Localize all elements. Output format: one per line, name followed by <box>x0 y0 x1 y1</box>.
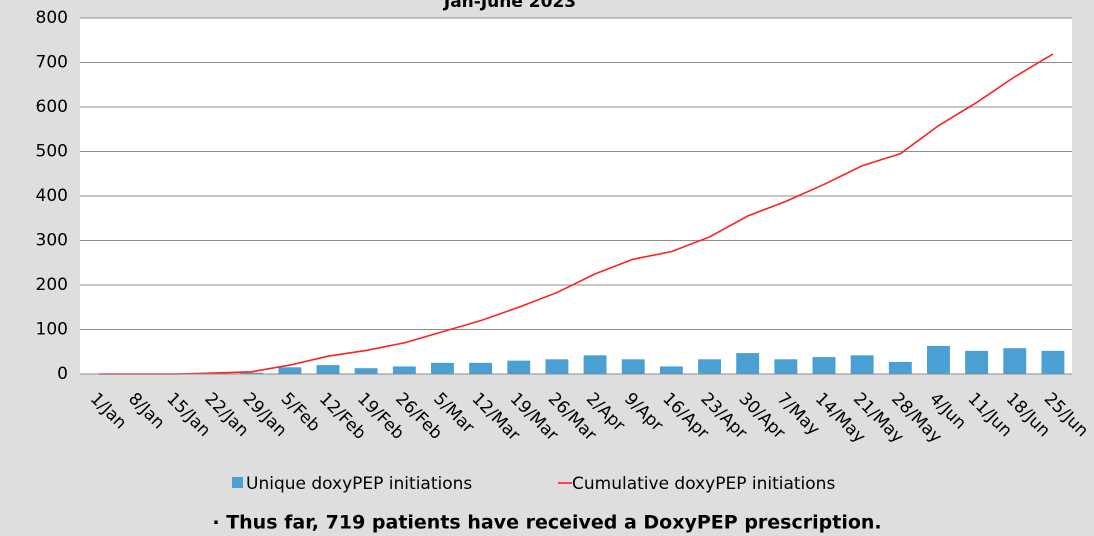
bar <box>240 372 264 374</box>
legend-label: Cumulative doxyPEP initiations <box>572 474 835 494</box>
bar <box>812 357 836 374</box>
y-tick-label: 400 <box>36 186 68 206</box>
chart-title: Jan-June 2023 <box>443 0 576 12</box>
y-tick-label: 800 <box>36 8 68 28</box>
y-tick-label: 100 <box>36 320 68 340</box>
bar <box>659 366 683 374</box>
bar <box>392 366 416 374</box>
bar <box>850 355 874 374</box>
y-tick-label: 200 <box>36 275 68 295</box>
x-tick-label: 9/Apr <box>620 389 667 436</box>
bar <box>736 353 760 374</box>
x-tick-label: 1/Jan <box>86 389 130 433</box>
y-tick-label: 700 <box>36 53 68 73</box>
y-tick-label: 600 <box>36 97 68 117</box>
bar <box>316 365 340 374</box>
bar <box>1041 350 1065 374</box>
y-tick-label: 0 <box>57 364 68 384</box>
bar <box>1003 348 1027 374</box>
bar <box>965 350 989 374</box>
bar <box>698 359 721 374</box>
bar <box>888 361 912 374</box>
bar <box>431 362 454 374</box>
x-tick-label: 25/Jun <box>1040 389 1092 441</box>
bar <box>583 355 607 374</box>
bar <box>545 359 569 374</box>
line <box>99 53 1054 375</box>
bar <box>774 359 798 374</box>
legend-label: Unique doxyPEP initiations <box>246 474 472 494</box>
bar <box>927 345 950 374</box>
x-tick-label: 8/Jan <box>124 389 168 433</box>
legend-swatch <box>232 477 243 488</box>
bar <box>507 360 531 374</box>
bar <box>278 367 302 374</box>
bar <box>621 359 645 374</box>
footnote: · Thus far, 719 patients have received a… <box>212 512 881 534</box>
y-tick-label: 300 <box>36 231 68 251</box>
bar <box>354 368 378 374</box>
y-tick-label: 500 <box>36 142 68 162</box>
bar <box>469 362 493 374</box>
